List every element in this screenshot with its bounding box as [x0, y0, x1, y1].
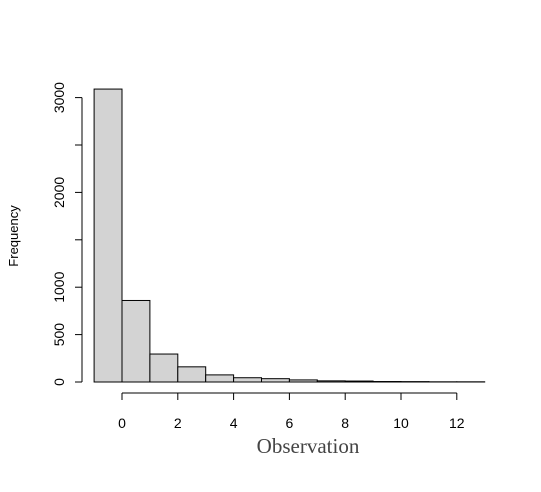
- x-axis: 0 2 4 6 8 10 12: [118, 392, 465, 431]
- y-tick-label-1000: 1000: [51, 271, 67, 302]
- x-tick-label-10: 10: [393, 415, 409, 431]
- x-tick-label-2: 2: [174, 415, 182, 431]
- y-axis-title: Frequency: [6, 205, 21, 267]
- histogram-bar-1: [121, 299, 151, 383]
- x-tick-label-8: 8: [341, 415, 349, 431]
- histogram-bar-5: [233, 377, 263, 383]
- x-tick-label-6: 6: [286, 415, 294, 431]
- x-tick-label-12: 12: [449, 415, 465, 431]
- histogram-bar-4: [205, 374, 235, 383]
- y-axis: 0 500 1000 2000 3000: [51, 82, 83, 386]
- histogram-bar-8: [316, 380, 346, 383]
- y-tick-label-2000: 2000: [51, 177, 67, 208]
- x-tick-label-4: 4: [230, 415, 238, 431]
- histogram-bar-9: [344, 380, 374, 383]
- x-tick-label-0: 0: [118, 415, 126, 431]
- x-axis-title: Observation: [257, 434, 360, 458]
- histogram-bar-2: [149, 353, 179, 383]
- y-tick-label-500: 500: [51, 323, 67, 347]
- histogram-bar-3: [177, 366, 207, 383]
- y-tick-label-3000: 3000: [51, 82, 67, 113]
- histogram-bar-0: [93, 88, 123, 383]
- histogram-bars: [93, 88, 486, 383]
- histogram-bar-7: [288, 379, 318, 383]
- y-tick-label-0: 0: [51, 378, 67, 386]
- histogram-bar-6: [261, 378, 290, 383]
